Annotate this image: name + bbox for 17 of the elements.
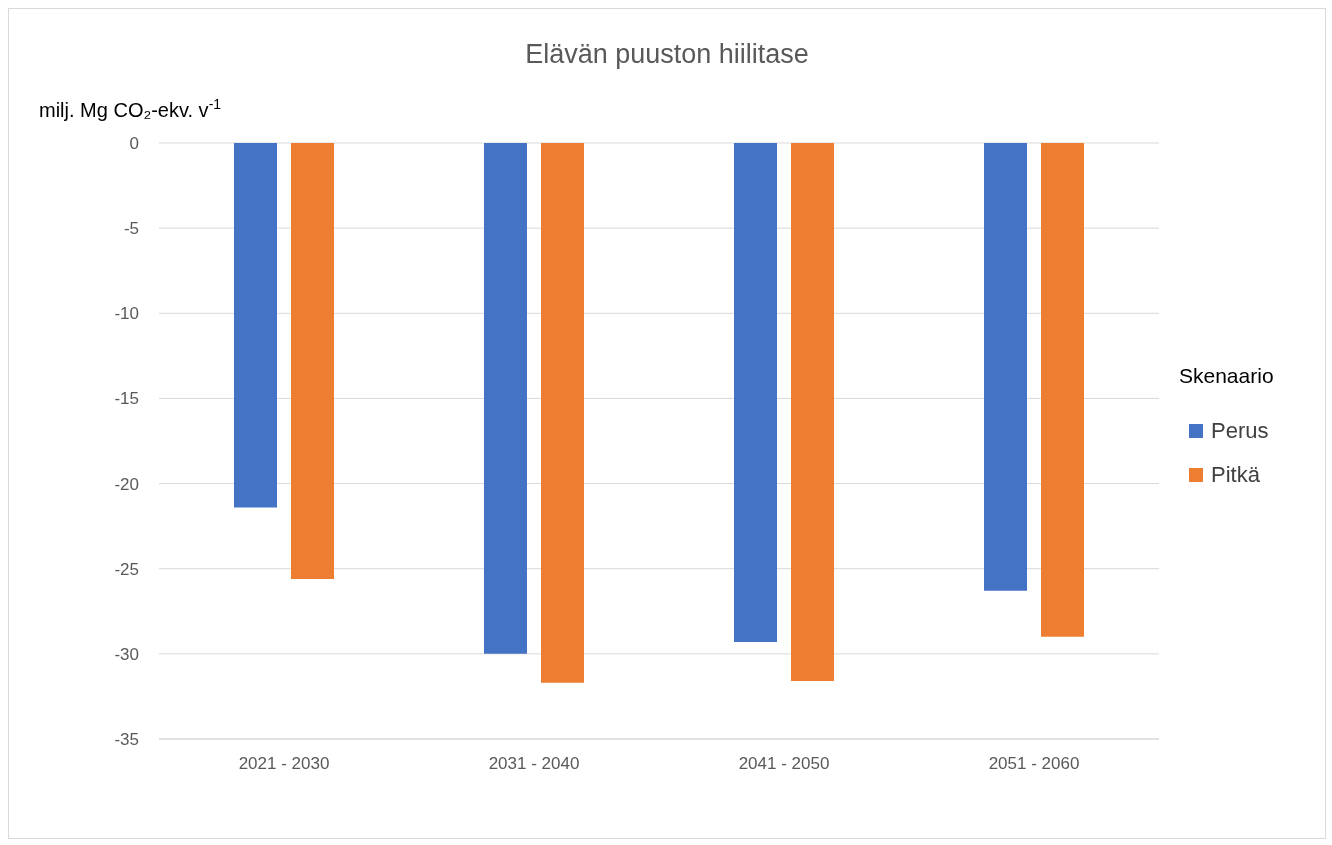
x-tick-label: 2021 - 2030 (238, 754, 330, 774)
y-tick-label: -5 (123, 219, 139, 239)
y-tick-label: -20 (114, 474, 139, 494)
y-tick-label: -10 (114, 304, 139, 324)
y-tick-label: -30 (114, 644, 139, 664)
y-tick-label: 0 (129, 134, 139, 154)
y-tick-label: -25 (114, 559, 139, 579)
legend-label: Perus (1210, 418, 1270, 444)
y-tick-label: -15 (114, 389, 139, 409)
y-tick-label: -35 (114, 730, 139, 750)
legend-label: Pitkä (1210, 462, 1261, 488)
legend-title: Skenaario (1179, 364, 1274, 388)
x-tick-label: 2041 - 2050 (738, 754, 830, 774)
x-tick-label: 2051 - 2060 (988, 754, 1080, 774)
y-axis-title: milj. Mg CO₂-ekv. v$^{-1}$ (39, 96, 222, 121)
x-tick-label: 2031 - 2040 (488, 754, 580, 774)
chart-title: Elävän puuston hiilitase (524, 39, 810, 70)
